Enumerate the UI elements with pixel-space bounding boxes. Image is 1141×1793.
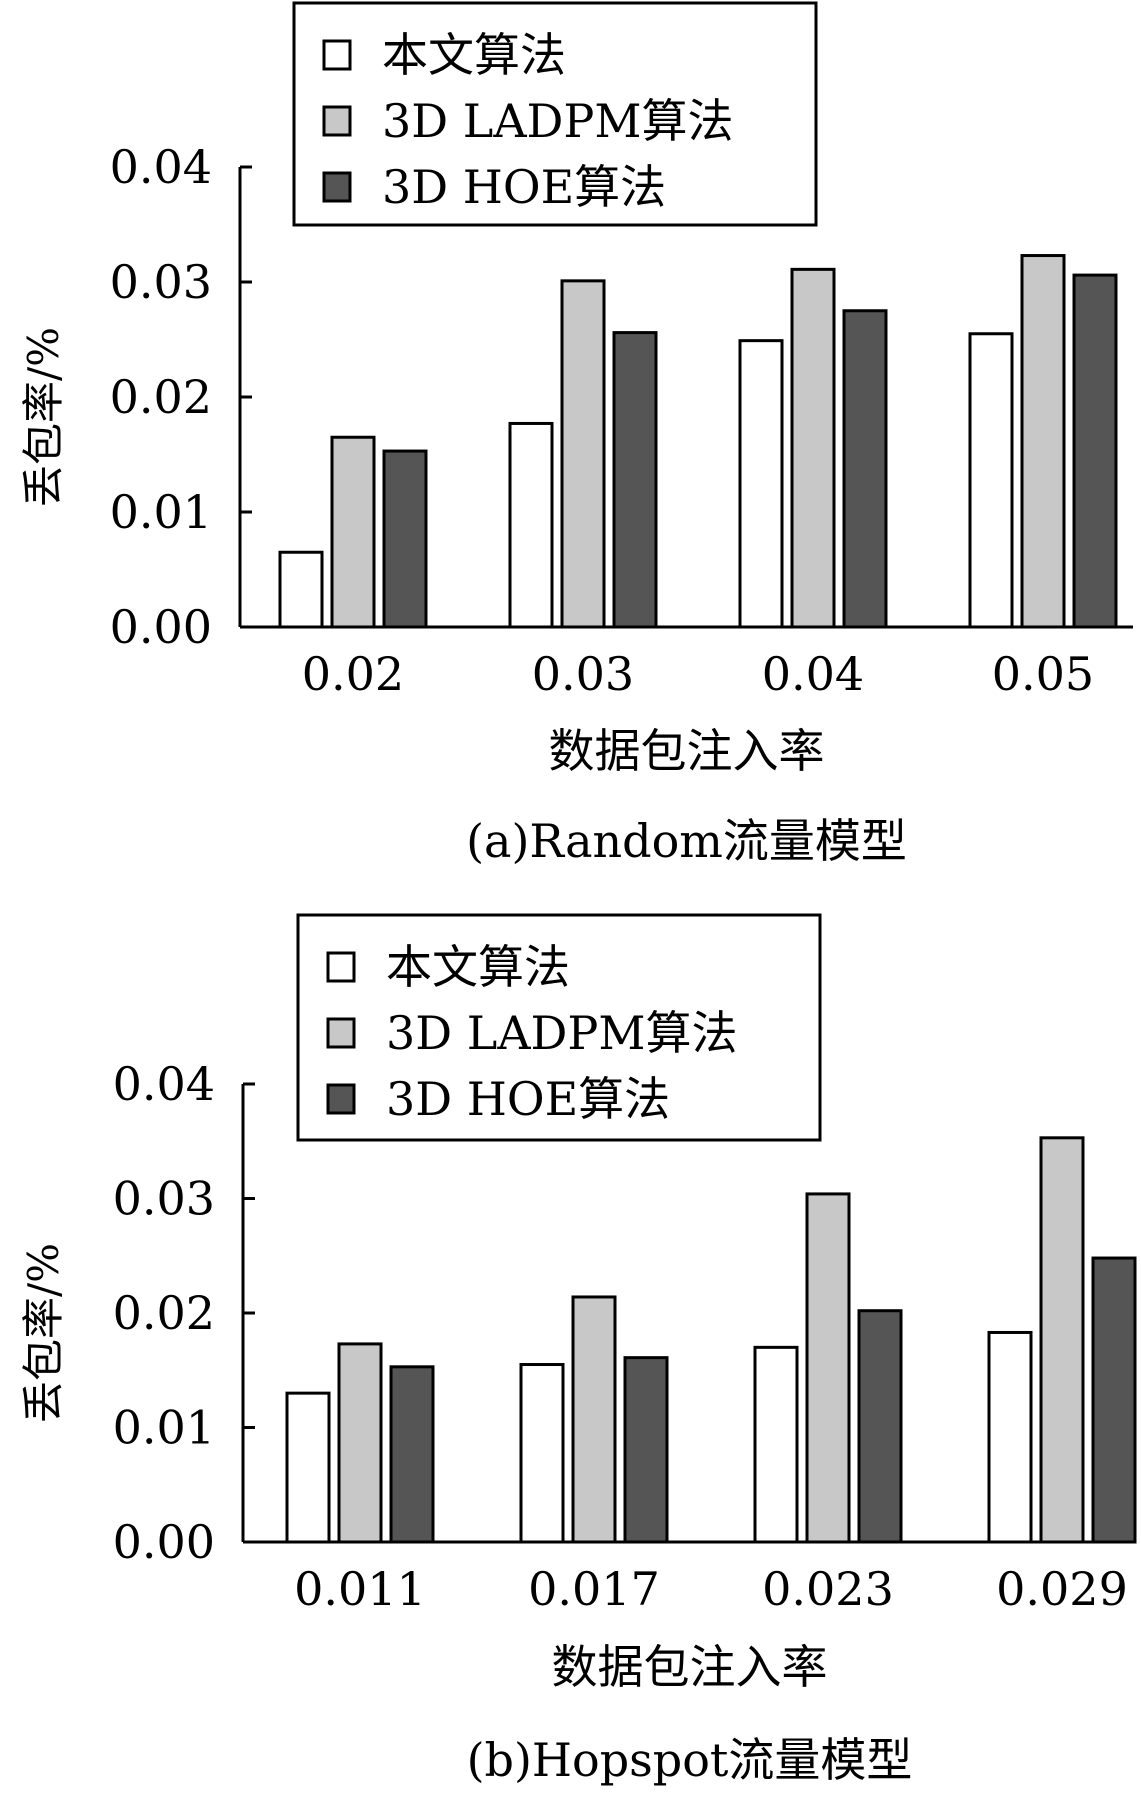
bar-1-1: [571, 1295, 617, 1544]
chart-panel-a: 0.00 0.01 0.02 0.03 0.04 0.02 0.03 0.04 0.05 丢包…: [19, 1, 1133, 868]
bar-0-0: [285, 1391, 331, 1544]
y-tick-label: 0.03: [113, 1172, 215, 1226]
x-ticks: 0.02 0.03 0.04 0.05: [302, 647, 1094, 701]
legend-swatch-2: [326, 1083, 356, 1115]
bar-2-0: [738, 339, 784, 629]
bar-0-1: [330, 435, 376, 629]
y-tick-label: 0.00: [110, 600, 212, 654]
x-tick-label: 0.011: [294, 1562, 426, 1616]
bar-0-2: [389, 1365, 435, 1544]
bar-3-0: [987, 1330, 1033, 1544]
x-axis-label: 数据包注入率: [552, 1640, 828, 1694]
x-tick-label: 0.023: [762, 1562, 894, 1616]
y-tick-label: 0.02: [113, 1286, 215, 1340]
bar-3-1: [1020, 254, 1066, 629]
x-tick-label: 0.02: [302, 647, 404, 701]
bar-3-1: [1039, 1136, 1085, 1544]
legend-frame: [296, 913, 822, 1142]
bar-2-2: [857, 1309, 903, 1544]
bars: [278, 254, 1118, 629]
bar-2-0: [753, 1345, 799, 1544]
legend-swatch-0: [322, 39, 352, 71]
chart-caption: (b)Hopspot流量模型: [467, 1733, 913, 1787]
legend-label-1: 3D LADPM算法: [382, 94, 733, 148]
chart-panel-b: 0.00 0.01 0.02 0.03 0.04 0.011 0.017 0.023 0.02…: [19, 913, 1137, 1787]
bar-3-2: [1072, 273, 1118, 629]
legend-swatch-1: [326, 1017, 356, 1049]
x-tick-label: 0.04: [762, 647, 864, 701]
y-tick-label: 0.00: [113, 1515, 215, 1569]
y-tick-label: 0.04: [110, 140, 212, 194]
legend-label-2: 3D HOE算法: [386, 1072, 670, 1126]
legend-label-2: 3D HOE算法: [382, 160, 666, 214]
legend-label-0: 本文算法: [386, 940, 570, 994]
y-tick-label: 0.03: [110, 255, 212, 309]
bars: [285, 1136, 1137, 1544]
legend-swatch-0: [326, 951, 356, 983]
x-ticks: 0.011 0.017 0.023 0.029: [294, 1562, 1128, 1616]
y-axis-label: 丢包率/%: [19, 327, 68, 507]
bar-2-1: [805, 1192, 851, 1544]
y-tick-label: 0.02: [110, 370, 212, 424]
legend: 本文算法 3D LADPM算法 3D HOE算法: [292, 1, 818, 227]
bar-1-0: [508, 421, 554, 629]
bar-0-1: [337, 1342, 383, 1544]
bar-0-2: [382, 449, 428, 629]
bar-1-0: [519, 1363, 565, 1544]
bar-0-0: [278, 550, 324, 629]
legend-swatch-1: [322, 105, 352, 137]
x-tick-label: 0.05: [992, 647, 1094, 701]
y-tick-label: 0.01: [110, 485, 212, 539]
y-tick-label: 0.04: [113, 1057, 215, 1111]
legend-frame: [292, 1, 818, 227]
legend-swatch-2: [322, 171, 352, 203]
y-ticks: 0.00 0.01 0.02 0.03 0.04: [110, 140, 252, 654]
legend-label-1: 3D LADPM算法: [386, 1006, 737, 1060]
x-axis-label: 数据包注入率: [549, 724, 825, 778]
legend: 本文算法 3D LADPM算法 3D HOE算法: [296, 913, 822, 1142]
bar-2-1: [790, 267, 836, 629]
x-tick-label: 0.029: [996, 1562, 1128, 1616]
y-ticks: 0.00 0.01 0.02 0.03 0.04: [113, 1057, 255, 1569]
x-tick-label: 0.017: [528, 1562, 660, 1616]
y-tick-label: 0.01: [113, 1401, 215, 1455]
bar-1-2: [623, 1356, 669, 1544]
bar-3-2: [1091, 1256, 1137, 1544]
bar-1-1: [560, 279, 606, 629]
legend-label-0: 本文算法: [382, 28, 566, 82]
bar-1-2: [612, 331, 658, 629]
bar-2-2: [842, 309, 888, 629]
x-tick-label: 0.03: [532, 647, 634, 701]
chart-caption: (a)Random流量模型: [466, 814, 907, 868]
y-axis-label: 丢包率/%: [19, 1243, 68, 1423]
bar-3-0: [968, 332, 1014, 629]
